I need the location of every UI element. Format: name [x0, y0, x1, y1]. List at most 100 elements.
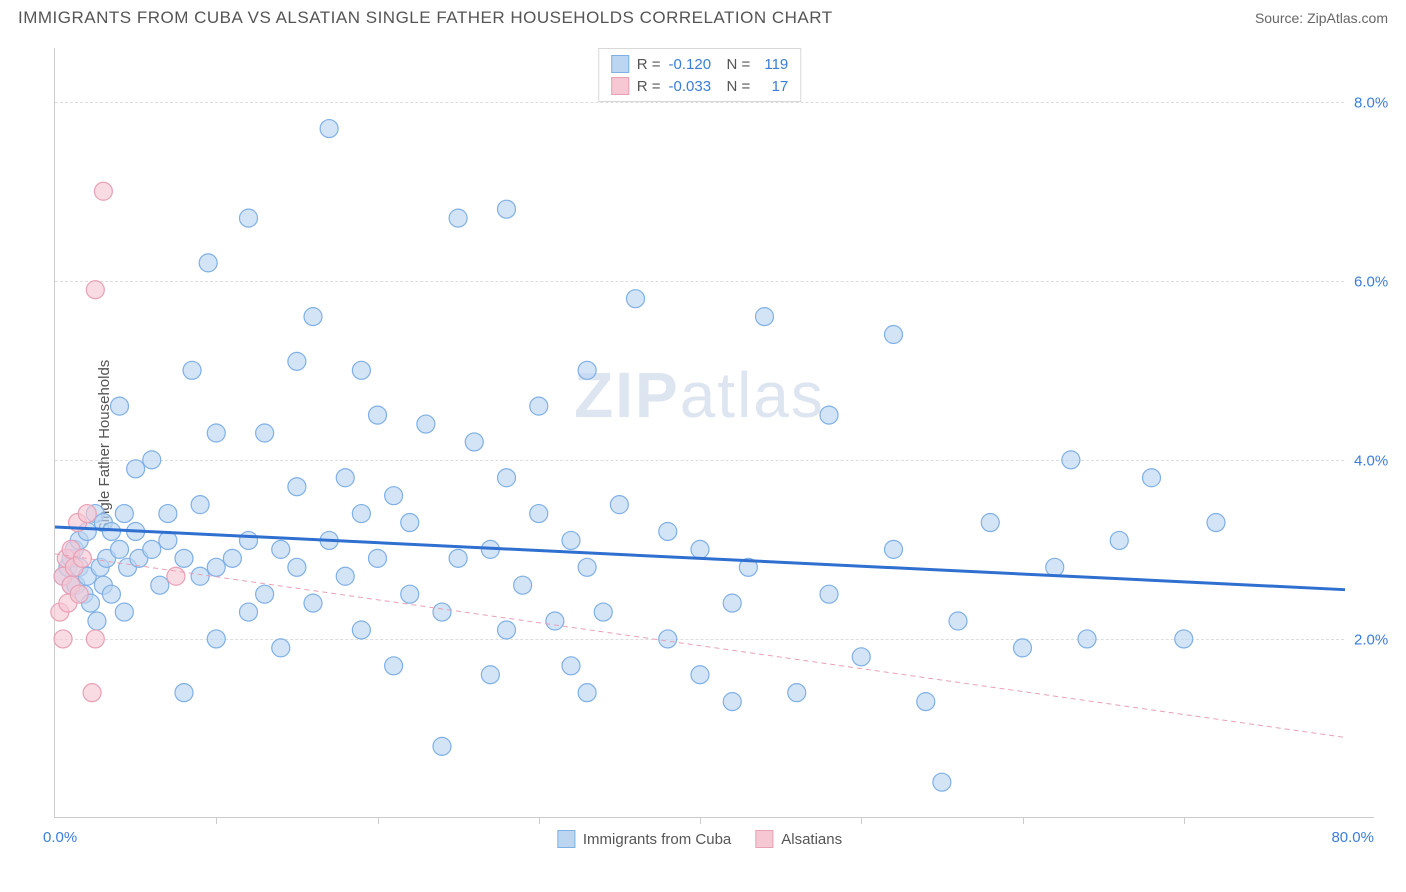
data-point — [288, 478, 306, 496]
legend-r-value: -0.033 — [669, 78, 719, 95]
data-point — [272, 540, 290, 558]
x-tick — [861, 818, 862, 824]
y-tick-label: 6.0% — [1354, 273, 1404, 290]
data-point — [578, 558, 596, 576]
data-point — [385, 657, 403, 675]
data-point — [320, 120, 338, 138]
data-point — [199, 254, 217, 272]
legend-n-value: 119 — [758, 56, 788, 73]
data-point — [86, 281, 104, 299]
data-point — [546, 612, 564, 630]
x-axis-min-label: 0.0% — [43, 829, 77, 846]
legend-swatch — [611, 55, 629, 73]
x-tick — [700, 818, 701, 824]
data-point — [852, 648, 870, 666]
data-point — [981, 514, 999, 532]
data-point — [83, 684, 101, 702]
legend-swatch — [755, 830, 773, 848]
series-legend: Immigrants from Cuba Alsatians — [557, 830, 842, 848]
y-tick-label: 8.0% — [1354, 94, 1404, 111]
data-point — [449, 549, 467, 567]
data-point — [240, 209, 258, 227]
data-point — [578, 684, 596, 702]
data-point — [115, 603, 133, 621]
data-point — [111, 540, 129, 558]
data-point — [151, 576, 169, 594]
data-point — [1175, 630, 1193, 648]
chart-container: 2.0%4.0%6.0%8.0% ZIPatlas R =-0.120N =11… — [54, 48, 1374, 818]
data-point — [659, 522, 677, 540]
data-point — [272, 639, 290, 657]
y-tick-label: 4.0% — [1354, 452, 1404, 469]
data-point — [514, 576, 532, 594]
data-point — [1062, 451, 1080, 469]
legend-n-value: 17 — [758, 78, 788, 95]
correlation-legend: R =-0.120N =119R =-0.033N =17 — [598, 48, 802, 102]
data-point — [788, 684, 806, 702]
legend-bottom-item: Immigrants from Cuba — [557, 830, 731, 848]
data-point — [336, 469, 354, 487]
x-tick — [216, 818, 217, 824]
legend-swatch — [557, 830, 575, 848]
data-point — [207, 424, 225, 442]
data-point — [481, 666, 499, 684]
data-point — [102, 585, 120, 603]
data-point — [562, 657, 580, 675]
data-point — [304, 308, 322, 326]
data-point — [498, 621, 516, 639]
legend-r-value: -0.120 — [669, 56, 719, 73]
data-point — [498, 200, 516, 218]
data-point — [175, 549, 193, 567]
chart-title: IMMIGRANTS FROM CUBA VS ALSATIAN SINGLE … — [18, 8, 833, 28]
data-point — [530, 505, 548, 523]
data-point — [70, 585, 88, 603]
data-point — [917, 693, 935, 711]
legend-row: R =-0.033N =17 — [611, 75, 789, 97]
legend-n-label: N = — [727, 56, 751, 73]
legend-bottom-item: Alsatians — [755, 830, 842, 848]
data-point — [933, 773, 951, 791]
data-point — [498, 469, 516, 487]
data-point — [115, 505, 133, 523]
data-point — [756, 308, 774, 326]
data-point — [73, 549, 91, 567]
data-point — [143, 540, 161, 558]
data-point — [433, 603, 451, 621]
data-point — [288, 558, 306, 576]
chart-source: Source: ZipAtlas.com — [1255, 10, 1388, 26]
legend-series-label: Immigrants from Cuba — [583, 831, 731, 848]
data-point — [417, 415, 435, 433]
x-axis-max-label: 80.0% — [1331, 829, 1374, 846]
x-tick — [1184, 818, 1185, 824]
data-point — [1046, 558, 1064, 576]
data-point — [369, 549, 387, 567]
y-tick-label: 2.0% — [1354, 631, 1404, 648]
data-point — [207, 558, 225, 576]
data-point — [256, 585, 274, 603]
data-point — [223, 549, 241, 567]
plot-area: 2.0%4.0%6.0%8.0% ZIPatlas R =-0.120N =11… — [54, 48, 1344, 818]
legend-row: R =-0.120N =119 — [611, 53, 789, 75]
data-point — [175, 684, 193, 702]
data-point — [530, 397, 548, 415]
data-point — [86, 630, 104, 648]
scatter-svg — [55, 48, 1345, 818]
data-point — [143, 451, 161, 469]
legend-series-label: Alsatians — [781, 831, 842, 848]
data-point — [369, 406, 387, 424]
data-point — [167, 567, 185, 585]
trend-line — [55, 527, 1345, 590]
data-point — [352, 621, 370, 639]
legend-swatch — [611, 77, 629, 95]
data-point — [610, 496, 628, 514]
x-tick — [378, 818, 379, 824]
data-point — [594, 603, 612, 621]
data-point — [465, 433, 483, 451]
data-point — [1143, 469, 1161, 487]
data-point — [207, 630, 225, 648]
data-point — [54, 630, 72, 648]
data-point — [723, 693, 741, 711]
data-point — [401, 585, 419, 603]
data-point — [578, 361, 596, 379]
data-point — [691, 666, 709, 684]
